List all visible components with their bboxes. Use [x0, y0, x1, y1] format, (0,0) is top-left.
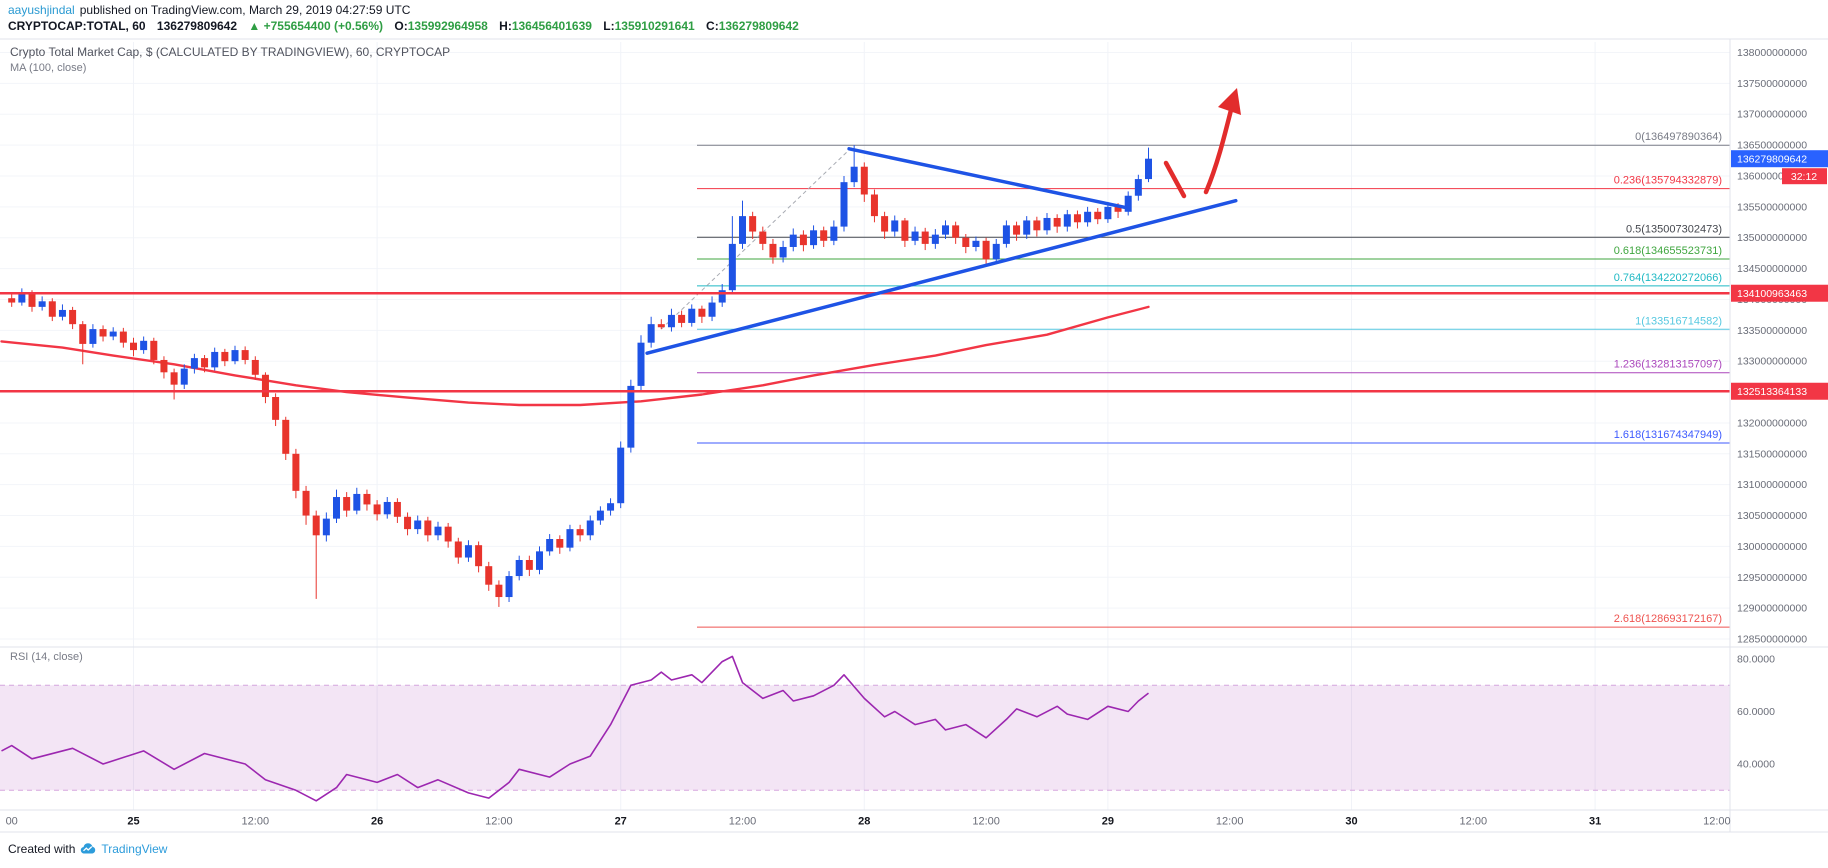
price-line-badge: [1731, 382, 1828, 400]
svg-text:134100963463: 134100963463: [1737, 288, 1807, 300]
rsi-band: [0, 684, 1730, 791]
author-link[interactable]: aayushjindal: [8, 3, 75, 17]
close-value: 136279809642: [718, 19, 799, 33]
fib-retracement: 0(136497890364) 0.236(135794332879) 0.5(13…: [660, 131, 1730, 628]
svg-text:1.618(131674347949): 1.618(131674347949): [1614, 429, 1722, 441]
svg-text:0(136497890364): 0(136497890364): [1635, 131, 1722, 143]
svg-text:131500000000: 131500000000: [1737, 448, 1807, 460]
price-line-badge: [1731, 284, 1828, 302]
svg-text:12:00: 12:00: [1460, 816, 1488, 828]
chart-legend-title: Crypto Total Market Cap, $ (CALCULATED B…: [10, 45, 451, 59]
svg-text:12:00: 12:00: [1216, 816, 1244, 828]
open-value: 135992964958: [407, 19, 488, 33]
svg-text:12:00: 12:00: [972, 816, 1000, 828]
svg-text:0.618(134655523731): 0.618(134655523731): [1614, 245, 1722, 257]
svg-text:138000000000: 138000000000: [1737, 47, 1807, 59]
high-label: H:: [499, 19, 512, 33]
rsi-line: [1, 655, 1149, 802]
svg-text:132513364133: 132513364133: [1737, 386, 1807, 398]
svg-text:12:00: 12:00: [1703, 816, 1731, 828]
footer-attribution: Created with TradingView: [8, 841, 167, 857]
horizontal-price-lines: [0, 291, 1730, 393]
low-value: 135910291641: [614, 19, 695, 33]
svg-text:0.764(134220272066): 0.764(134220272066): [1614, 272, 1722, 284]
svg-text:30: 30: [1345, 816, 1357, 828]
svg-text:28: 28: [858, 816, 870, 828]
svg-text:29: 29: [1102, 816, 1114, 828]
chart-plot-area[interactable]: [0, 42, 1730, 832]
svg-text:60.0000: 60.0000: [1737, 706, 1775, 718]
svg-text:135000000000: 135000000000: [1737, 232, 1807, 244]
svg-text:40.0000: 40.0000: [1737, 759, 1775, 771]
svg-text:136500000000: 136500000000: [1737, 140, 1807, 152]
arrow-annotation: [1163, 88, 1241, 199]
tradingview-brand-link[interactable]: TradingView: [101, 842, 168, 856]
svg-text:132000000000: 132000000000: [1737, 417, 1807, 429]
up-arrow-icon: [1203, 103, 1235, 195]
svg-text:133500000000: 133500000000: [1737, 325, 1807, 337]
svg-text:133000000000: 133000000000: [1737, 356, 1807, 368]
change-up-arrow-icon: ▲: [248, 19, 261, 33]
svg-text:0.5(135007302473): 0.5(135007302473): [1626, 223, 1722, 235]
last-price-value: 136279809642: [156, 19, 238, 33]
svg-text:26: 26: [371, 816, 383, 828]
svg-text:129500000000: 129500000000: [1737, 572, 1807, 584]
created-with-text: Created with: [8, 842, 76, 856]
close-label: C:: [706, 19, 719, 33]
svg-text:1.236(132813157097): 1.236(132813157097): [1614, 359, 1722, 371]
svg-text:80.0000: 80.0000: [1737, 654, 1775, 666]
svg-text:128500000000: 128500000000: [1737, 634, 1807, 646]
attribution-bar: aayushjindal published on TradingView.com…: [8, 3, 410, 17]
candles: [8, 145, 1152, 607]
svg-text:130500000000: 130500000000: [1737, 510, 1807, 522]
rsi-overbought-oversold-band: [0, 685, 1730, 791]
svg-text:135500000000: 135500000000: [1737, 201, 1807, 213]
rsi-legend: RSI (14, close): [10, 651, 83, 663]
svg-text:27: 27: [615, 816, 627, 828]
open-label: O:: [394, 19, 408, 33]
svg-text:136279809642: 136279809642: [1737, 154, 1807, 166]
last-price-badge: [1731, 150, 1828, 168]
trend-lines: [645, 147, 1238, 355]
svg-text:12:00: 12:00: [485, 816, 513, 828]
svg-text:1(133516714582): 1(133516714582): [1635, 315, 1722, 327]
svg-text:12:00: 12:00: [729, 816, 757, 828]
symbol-name: CRYPTOCAP:TOTAL, 60: [8, 19, 146, 33]
axis-badges: 136279809642 32:12 134100963463 13251336413…: [1731, 150, 1828, 400]
high-value: 136456401639: [511, 19, 592, 33]
panel-frame: [0, 38, 1828, 833]
low-label: L:: [603, 19, 615, 33]
svg-text:129000000000: 129000000000: [1737, 603, 1807, 615]
countdown-badge: [1782, 168, 1827, 185]
ma-legend: MA (100, close): [10, 62, 87, 74]
svg-text:00: 00: [6, 816, 18, 828]
svg-text:32:12: 32:12: [1791, 171, 1817, 183]
symbol-info-bar: CRYPTOCAP:TOTAL, 60 136279809642 ▲ +7556…: [8, 19, 799, 33]
change-value: +755654400 (+0.56%): [263, 19, 384, 33]
svg-text:134500000000: 134500000000: [1737, 263, 1807, 275]
svg-text:130000000000: 130000000000: [1737, 541, 1807, 553]
tradingview-logo-icon: [81, 843, 96, 854]
svg-text:137500000000: 137500000000: [1737, 78, 1807, 90]
price-axis[interactable]: 138000000000 137500000000 137000000000 1365…: [1737, 47, 1807, 771]
published-text: published on TradingView.com, March 29, …: [79, 3, 411, 17]
svg-text:12:00: 12:00: [242, 816, 270, 828]
svg-text:25: 25: [127, 816, 139, 828]
svg-text:0.236(135794332879): 0.236(135794332879): [1614, 175, 1722, 187]
time-axis[interactable]: 00 25 12:00 26 12:00 27 12:00 28 12:00 29 12:00 30 1…: [6, 816, 1731, 828]
svg-text:2.618(128693172167): 2.618(128693172167): [1614, 613, 1722, 625]
svg-text:137000000000: 137000000000: [1737, 109, 1807, 121]
svg-text:131000000000: 131000000000: [1737, 479, 1807, 491]
svg-text:31: 31: [1589, 816, 1601, 828]
